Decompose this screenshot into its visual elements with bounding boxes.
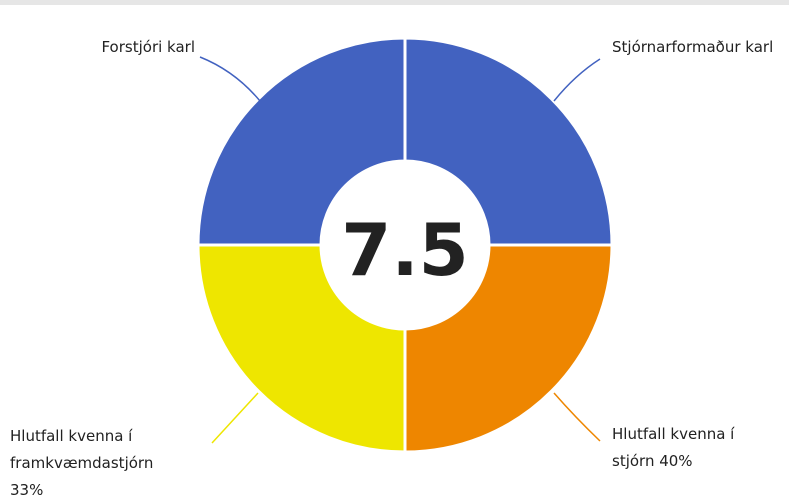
slice [403, 36, 614, 247]
slice-label: Stjórnarformaður karl [612, 38, 774, 56]
chart: 7.5 [196, 36, 614, 454]
connector [553, 392, 601, 442]
connector [553, 58, 601, 102]
connector [211, 392, 259, 444]
slice [196, 243, 407, 454]
connector [199, 56, 261, 102]
slice-label: Hlutfall kvenna í framkvæmdastjórn 33% [10, 427, 154, 499]
center-value: 7.5 [341, 208, 469, 292]
slice [196, 36, 407, 247]
slice [403, 243, 614, 454]
slice-label: Forstjóri karl [101, 38, 195, 56]
slice-label: Hlutfall kvenna í stjórn 40% [612, 425, 735, 470]
